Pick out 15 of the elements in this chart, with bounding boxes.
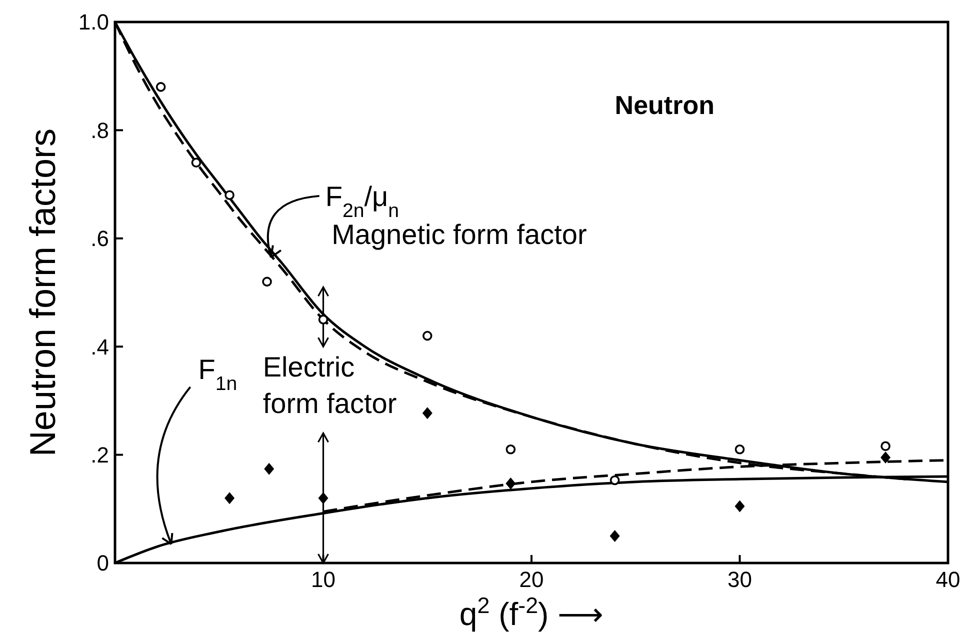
annotation: Neutron [614, 90, 714, 120]
x-axis-title: q$^{2}$ (f$^{-2}$) ⟶ [459, 592, 604, 632]
y-tick-label: .2 [90, 442, 109, 468]
x-tick-label: 40 [936, 567, 960, 592]
y-tick-label: 0 [96, 550, 109, 576]
y-tick-label: .8 [90, 118, 109, 143]
x-tick-label: 30 [728, 567, 752, 592]
y-tick-label: 1.0 [78, 10, 109, 35]
y-tick-label: .6 [90, 226, 109, 252]
x-tick-label: 20 [519, 567, 544, 592]
annotation: Electric form factor [262, 351, 397, 419]
y-axis-title: Neutron form factors [22, 128, 63, 457]
x-tick-label: 10 [311, 567, 336, 592]
annotation: F$_{1n}$ [198, 354, 238, 396]
y-tick-label: .4 [90, 334, 109, 360]
